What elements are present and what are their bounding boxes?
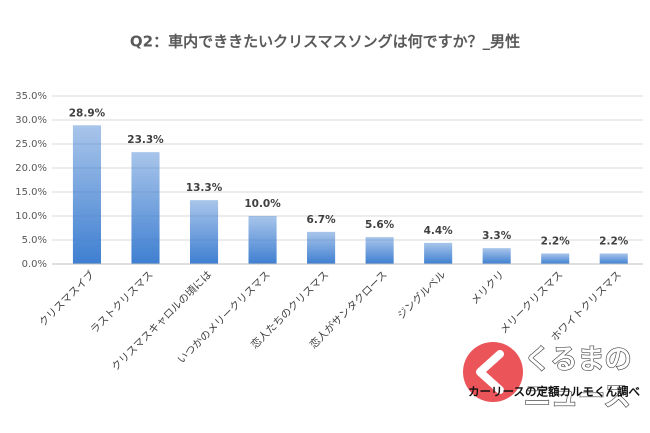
y-tick-label: 5.0% [22,235,47,246]
data-label: 3.3% [482,230,512,242]
source-note: カーリースの定額カルモくん調べ [468,385,640,399]
bar [248,216,277,264]
logo-text: ニュース [524,382,631,413]
y-tick-label: 15.0% [15,187,47,198]
bar [599,253,628,264]
y-tick-label: 20.0% [15,163,47,174]
y-tick-label: 35.0% [15,91,47,102]
logo-text: くるまの [524,345,631,376]
y-tick-label: 25.0% [15,139,47,150]
x-tick-label: ラストクリスマス [88,269,156,337]
bar [482,248,511,264]
data-label: 28.9% [69,107,106,119]
data-label: 6.7% [307,214,337,226]
data-label: 4.4% [424,225,454,237]
data-label: 2.2% [541,235,571,247]
y-tick-label: 30.0% [15,115,47,126]
x-tick-label: メリクリ [469,269,507,307]
data-label: 2.2% [599,235,629,247]
bar [541,253,570,264]
bar [424,242,453,264]
data-label: 13.3% [186,182,223,194]
data-label: 5.6% [365,219,395,231]
chart-title: Q2：車内でききたいクリスマスソングは何ですか？_男性 [130,33,520,51]
x-tick-label: クリスマスイブ [36,268,97,329]
y-tick-label: 10.0% [15,211,47,222]
data-label: 10.0% [244,198,281,210]
logo: くるまの ニュース [463,342,632,413]
logo-arrow [476,350,504,394]
x-tick-label: ジングルベル [395,268,449,322]
y-tick-label: 0.0% [22,259,47,270]
x-tick-label: メリークリスマス [498,269,566,337]
data-label: 23.3% [127,134,164,146]
bar [189,200,219,264]
bar [72,125,102,264]
x-tick-label: クリスマスキャロルの頃には [109,269,214,374]
bar [365,237,394,264]
bar [131,152,160,264]
bar [307,231,336,264]
logo-circle [463,342,523,402]
